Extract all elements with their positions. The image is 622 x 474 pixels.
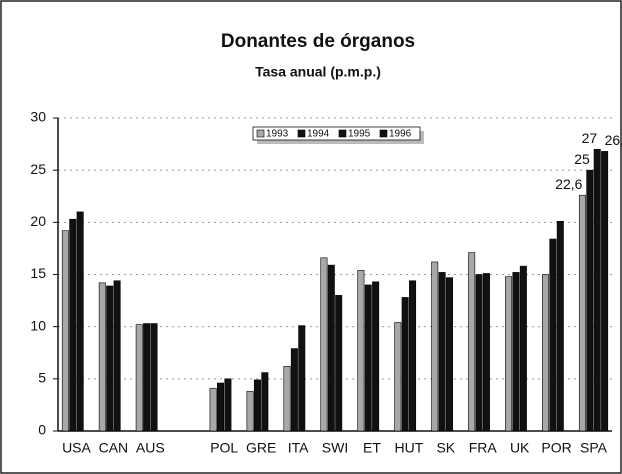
bar (253, 379, 261, 432)
bar (143, 323, 151, 432)
bar (217, 382, 225, 432)
bar (431, 261, 439, 432)
x-tick-label: HUT (394, 440, 423, 456)
y-tick-label: 0 (38, 422, 46, 438)
legend-label: 1993 (266, 129, 289, 140)
x-tick-label: AUS (136, 440, 165, 456)
bar (482, 273, 490, 432)
bar (150, 323, 158, 432)
bar (290, 348, 298, 432)
y-tick-label: 10 (30, 317, 46, 333)
x-tick-label: CAN (99, 440, 129, 456)
bar (246, 391, 254, 432)
bar (549, 238, 557, 432)
x-tick-label: ET (363, 440, 381, 456)
bar (98, 282, 106, 432)
bar (394, 322, 402, 432)
legend-swatch (379, 129, 388, 138)
x-tick-label: GRE (246, 440, 276, 456)
bar (519, 265, 527, 432)
legend-swatch (256, 129, 265, 138)
bar (578, 194, 586, 432)
bar (320, 257, 328, 432)
data-label: 26,8 (605, 132, 622, 148)
bar (76, 211, 84, 432)
bar (364, 284, 372, 432)
x-tick-label: SWI (322, 440, 348, 456)
bar (335, 295, 343, 432)
bar (512, 272, 520, 432)
x-tick-label: FRA (469, 440, 498, 456)
legend-swatch (297, 129, 306, 138)
bar (409, 280, 417, 432)
bar (468, 252, 476, 432)
legend-label: 1996 (389, 129, 412, 140)
legend-swatch (338, 129, 347, 138)
bar (283, 366, 291, 432)
bar (445, 277, 453, 432)
bar (601, 151, 609, 432)
x-tick-label: SK (436, 440, 455, 456)
y-tick-label: 20 (30, 213, 46, 229)
legend-label: 1994 (307, 129, 330, 140)
x-tick-label: POR (541, 440, 571, 456)
x-tick-label: ITA (288, 440, 309, 456)
y-tick-label: 5 (38, 370, 46, 386)
bar (61, 230, 69, 432)
bar (542, 274, 550, 432)
x-tick-label: POL (210, 440, 238, 456)
chart-subtitle: Tasa anual (p.m.p.) (255, 64, 381, 80)
bar (586, 169, 594, 432)
data-label: 27 (582, 130, 598, 146)
bar (69, 218, 77, 432)
y-tick-label: 30 (30, 109, 46, 125)
x-tick-label: USA (62, 440, 91, 456)
y-tick-label: 15 (30, 265, 46, 281)
legend-box (252, 126, 421, 141)
bar (224, 378, 232, 432)
bar (209, 387, 217, 432)
bar (298, 325, 306, 432)
data-label: 22,6 (555, 176, 582, 192)
bar (593, 149, 601, 432)
bar (106, 285, 114, 432)
data-label: 25 (574, 151, 590, 167)
chart-title: Donantes de órganos (221, 31, 415, 52)
bar (401, 297, 409, 432)
bar (556, 220, 564, 432)
bar (135, 324, 143, 432)
x-tick-label: SPA (580, 440, 608, 456)
bar (261, 372, 269, 432)
bar (372, 281, 380, 432)
y-tick-label: 25 (30, 161, 46, 177)
bar (113, 280, 121, 432)
bar (475, 274, 483, 432)
bar (505, 276, 513, 432)
bar (438, 272, 446, 432)
bar (327, 264, 335, 432)
legend-label: 1995 (348, 129, 371, 140)
x-tick-label: UK (510, 440, 530, 456)
bar (357, 270, 365, 432)
